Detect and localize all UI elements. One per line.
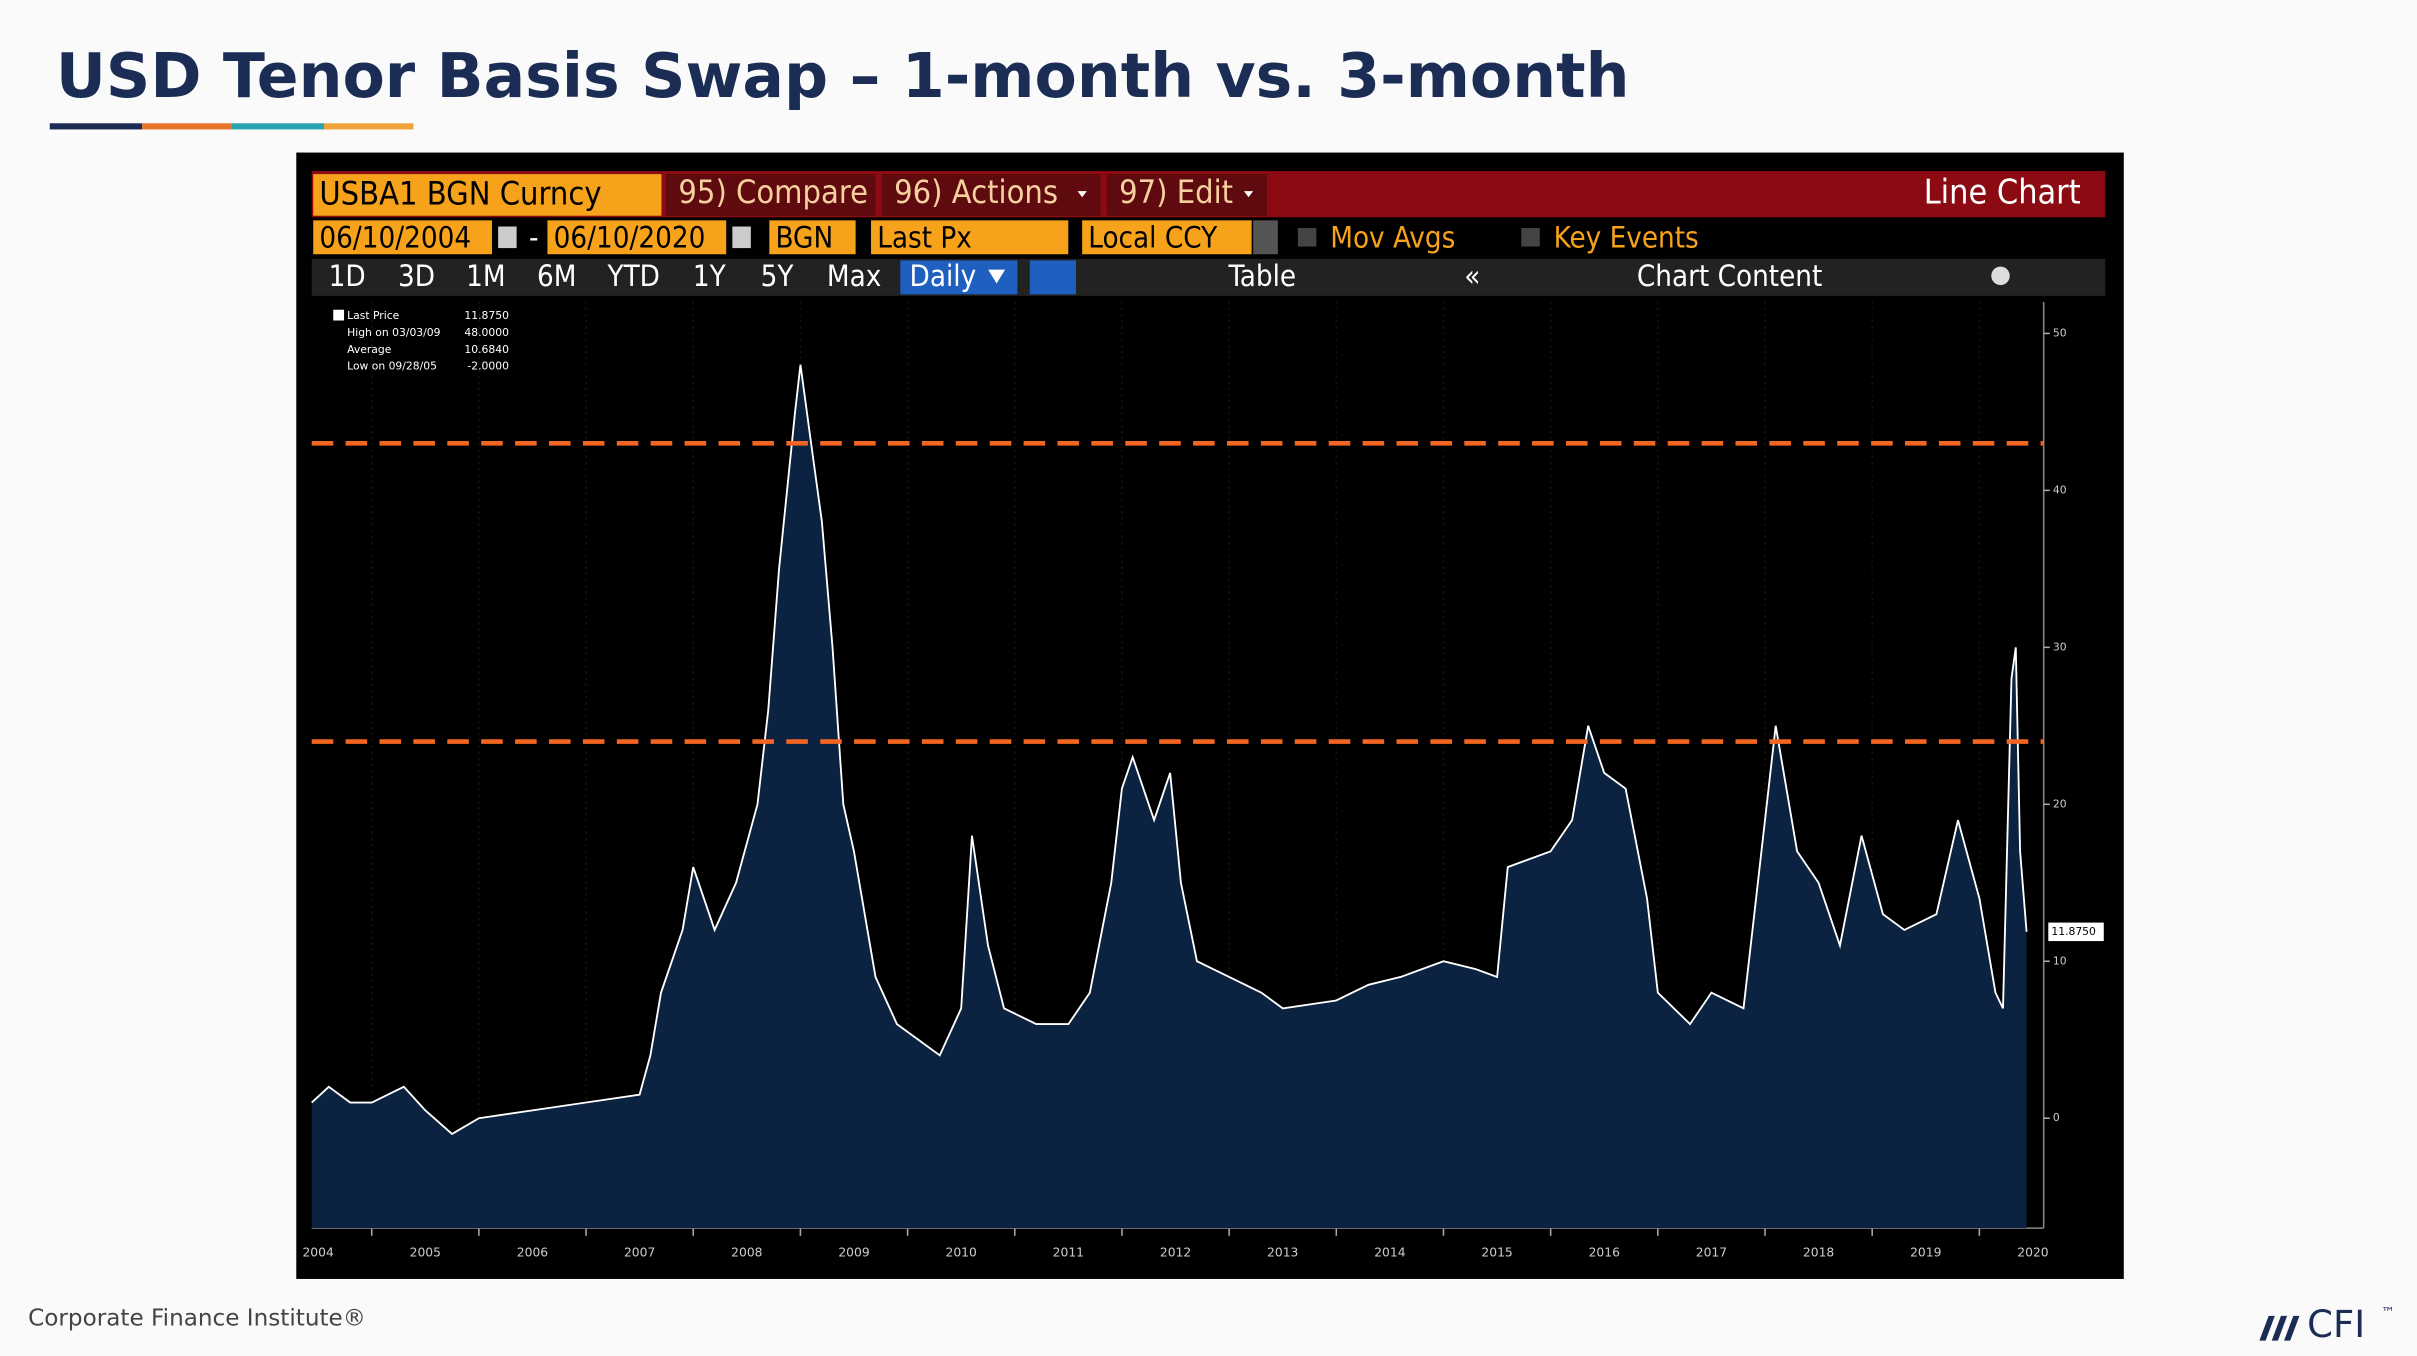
dropdown[interactable] (1253, 220, 1278, 255)
logo: CFI ™ (2259, 1303, 2395, 1346)
y-tick-label: 20 (2053, 797, 2067, 810)
table-button[interactable]: Table (1228, 259, 1297, 293)
calendar-icon[interactable] (498, 226, 517, 249)
period-button[interactable]: YTD (607, 259, 660, 293)
actions-button[interactable]: 96) Actions (894, 173, 1058, 211)
legend-label: Average (347, 343, 392, 356)
dropdown-arrow (988, 269, 1006, 284)
ticker-box[interactable] (313, 174, 662, 216)
y-tick-label: 30 (2053, 640, 2067, 653)
toolbar: USBA1 BGN Curncy 95) Compare 96) Actions… (311, 171, 2106, 296)
edit-button[interactable]: 97) Edit (1119, 173, 1233, 211)
ticker[interactable]: USBA1 BGN Curncy (319, 175, 601, 213)
y-tick-label: 0 (2053, 1111, 2060, 1124)
last-value-label: 11.8750 (2051, 925, 2096, 938)
currency[interactable]: Local CCY (1088, 220, 1218, 254)
legend-label: Last Price (347, 309, 399, 322)
logo-text: CFI (2307, 1303, 2365, 1346)
logo-mark (2259, 1315, 2300, 1341)
date-box[interactable] (313, 220, 492, 255)
period-button[interactable]: 1Y (693, 259, 727, 293)
x-tick-label: 2008 (731, 1245, 762, 1259)
currency-box[interactable] (1082, 220, 1252, 255)
legend-label: Low on 09/28/05 (347, 360, 437, 373)
button[interactable] (1106, 174, 1268, 216)
last-value-tag (2048, 922, 2104, 942)
field[interactable]: Last Px (877, 220, 972, 254)
line-icon[interactable] (1029, 260, 1076, 295)
x-tick-label: 2015 (1481, 1245, 1512, 1259)
accent (49, 123, 143, 130)
calendar-icon[interactable] (732, 226, 751, 249)
field-box[interactable] (871, 220, 1069, 255)
accent (231, 123, 325, 130)
x-tick-label: 2020 (2017, 1245, 2049, 1259)
plot: 0 10 20 30 40 50 2004 2005 2006 2007 2008 2009 2010 2… (302, 302, 2104, 1259)
footer: Corporate Finance Institute® (28, 1306, 366, 1332)
period-button[interactable]: 1D (329, 259, 366, 293)
source-box[interactable] (769, 220, 856, 255)
checkbox[interactable] (1521, 228, 1540, 247)
y-tick-label: 10 (2053, 954, 2067, 967)
x-tick-label: 2014 (1374, 1245, 1406, 1259)
slide-title: USD Tenor Basis Swap – 1-month vs. 3-mon… (56, 40, 1630, 112)
x-tick-label: 2019 (1910, 1245, 1941, 1259)
x-tick-label: 2016 (1589, 1245, 1621, 1259)
x-tick-label: 2006 (517, 1245, 549, 1259)
x-tick-label: 2012 (1160, 1245, 1191, 1259)
legend-label: High on 03/03/09 (347, 326, 440, 339)
source[interactable]: BGN (776, 220, 834, 254)
x-tick-label: 2007 (624, 1245, 655, 1259)
collapse[interactable]: « (1464, 259, 1480, 293)
button[interactable] (881, 174, 1101, 216)
settings-icon[interactable] (1991, 266, 2010, 286)
period-button[interactable]: 1M (466, 259, 505, 293)
x-tick-label: 2010 (946, 1245, 978, 1259)
accent (142, 123, 232, 130)
line (311, 364, 2028, 1136)
legend-value: 48.0000 (464, 326, 509, 339)
period-button[interactable]: 5Y (761, 259, 795, 293)
period-buttons: 1D 3D 1M 6M YTD 1Y 5Y Max (329, 259, 882, 293)
legend-swatch (333, 309, 345, 321)
x-tick-label: 2004 (302, 1245, 334, 1259)
period-button[interactable]: 3D (398, 259, 435, 293)
area (311, 364, 2027, 1229)
end-date[interactable]: 06/10/2020 (554, 220, 706, 254)
x-tick-label: 2013 (1267, 1245, 1298, 1259)
frequency[interactable]: Daily (910, 259, 977, 293)
x-tick-label: 2011 (1053, 1245, 1084, 1259)
dash: - (529, 220, 539, 254)
y-tick-label: 40 (2053, 483, 2067, 496)
date-box[interactable] (547, 220, 727, 255)
x-tick-label: 2005 (410, 1245, 441, 1259)
key-events[interactable]: Key Events (1554, 220, 1699, 254)
x-tick-label: 2018 (1803, 1245, 1834, 1259)
checkbox[interactable] (1297, 228, 1317, 247)
chart-content[interactable]: Chart Content (1637, 259, 1822, 293)
x-tick-label: 2009 (838, 1245, 869, 1259)
legend-value: 11.8750 (464, 309, 509, 322)
x-tick-label: 2017 (1696, 1245, 1727, 1259)
period-button[interactable]: Max (827, 259, 881, 293)
start-date[interactable]: 06/10/2004 (319, 220, 471, 254)
period-button[interactable]: 6M (537, 259, 576, 293)
legend: Last Price 11.8750 High on 03/03/09 48.0000… (333, 309, 509, 373)
legend-value: -2.0000 (467, 360, 509, 373)
mov-avgs[interactable]: Mov Avgs (1330, 220, 1455, 254)
y-tick-label: 50 (2053, 326, 2067, 339)
toolbar-row (311, 258, 2106, 296)
trademark: ™ (2381, 1305, 2395, 1321)
chart-type[interactable]: Line Chart (1924, 173, 2081, 212)
button[interactable] (666, 174, 876, 216)
compare-button[interactable]: 95) Compare (678, 173, 868, 211)
legend-value: 10.6840 (464, 343, 509, 356)
accent (324, 123, 414, 130)
